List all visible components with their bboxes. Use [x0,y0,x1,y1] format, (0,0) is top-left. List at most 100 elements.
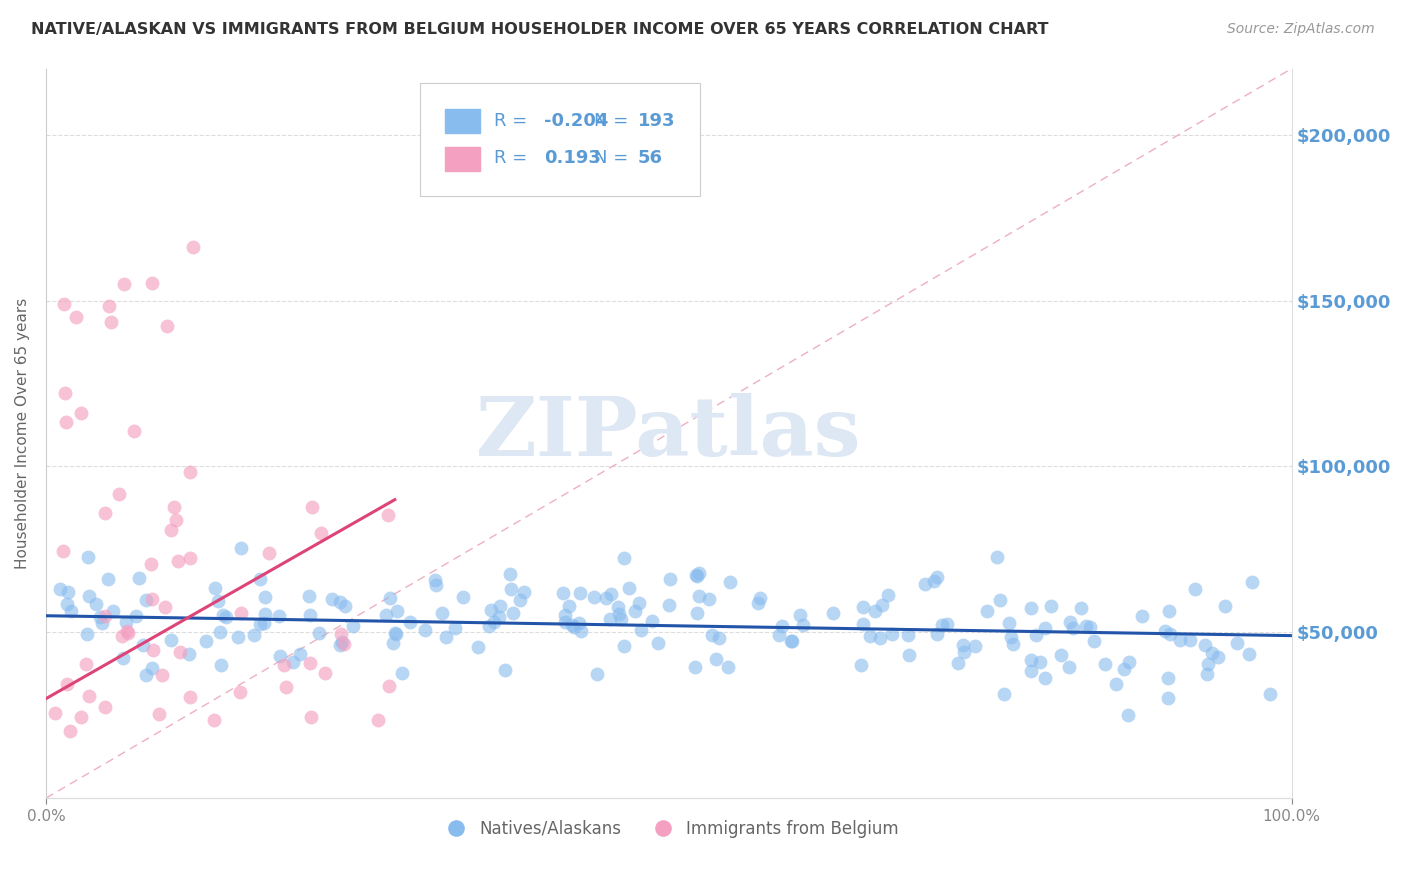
Point [948,656,970,670]
Text: 56: 56 [638,149,662,167]
Point [789,607,811,622]
Point [425,573,447,587]
Point [568,586,591,600]
Text: R =: R = [495,149,527,167]
Point [963,639,986,653]
Point [53,386,76,401]
Point [922,574,945,588]
Point [314,665,336,680]
Point [502,606,524,620]
Point [1159,627,1181,641]
Point [309,526,332,541]
Point [122,424,145,438]
Point [619,581,641,595]
Point [1197,657,1219,671]
Point [52,544,75,558]
Point [688,566,710,580]
Point [749,591,772,606]
Point [269,648,291,663]
Point [852,617,875,632]
Point [953,645,976,659]
Point [141,643,163,657]
Point [165,513,187,527]
Point [214,610,236,624]
Point [156,319,179,334]
Point [44,706,66,720]
Point [647,636,669,650]
Point [467,640,489,654]
Point [747,596,769,610]
Point [659,572,682,586]
Point [554,607,576,622]
Point [1050,648,1073,662]
Point [859,629,882,643]
Text: N =: N = [595,149,628,167]
Point [169,645,191,659]
Point [897,627,920,641]
Point [163,500,186,514]
Point [128,571,150,585]
Point [1062,621,1084,635]
Point [1094,657,1116,672]
Point [101,604,124,618]
Point [1019,653,1042,667]
Bar [444,147,479,170]
Point [936,617,959,632]
Point [399,615,422,630]
Point [94,700,117,714]
Point [610,612,633,626]
Point [484,615,506,630]
Point [132,639,155,653]
Point [1000,630,1022,644]
Point [478,619,501,633]
Point [209,624,232,639]
Point [1059,615,1081,629]
Point [986,549,1008,564]
Point [249,616,271,631]
Point [226,631,249,645]
FancyBboxPatch shape [420,83,700,196]
Point [1019,664,1042,678]
Point [384,626,406,640]
Text: ZIPatlas: ZIPatlas [477,393,862,474]
Point [1241,575,1264,590]
Point [569,624,592,638]
Point [494,664,516,678]
Point [273,657,295,672]
Point [1039,599,1062,613]
Point [108,487,131,501]
Point [253,615,276,630]
Point [97,300,120,314]
Point [153,600,176,615]
Text: R =: R = [495,112,527,130]
Point [685,567,707,582]
Point [65,310,87,325]
Point [204,581,226,595]
Point [209,658,232,673]
Point [872,598,894,612]
Point [202,714,225,728]
Point [139,557,162,571]
Point [512,585,534,599]
Bar [444,110,479,133]
Point [558,599,581,614]
Point [49,582,72,597]
Point [94,506,117,520]
Point [498,566,520,581]
Point [254,590,277,604]
Text: 0.193: 0.193 [544,149,602,167]
Point [332,637,354,651]
Point [301,500,323,515]
Point [628,596,651,610]
Point [1118,655,1140,669]
Point [259,545,281,559]
Point [94,608,117,623]
Point [249,572,271,586]
Point [76,550,98,565]
Point [700,628,723,642]
Point [77,689,100,703]
Point [640,614,662,628]
Point [283,655,305,669]
Point [135,668,157,682]
Legend: Natives/Alaskans, Immigrants from Belgium: Natives/Alaskans, Immigrants from Belgiu… [433,814,905,845]
